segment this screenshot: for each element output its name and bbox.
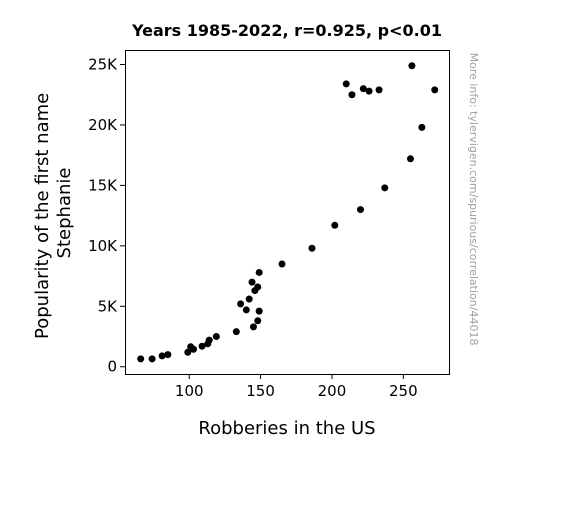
x-tick-label: 250	[389, 382, 418, 400]
scatter-point	[418, 123, 426, 131]
scatter-point	[408, 62, 416, 70]
scatter-point	[249, 323, 257, 331]
scatter-point	[431, 86, 439, 94]
scatter-point	[198, 342, 206, 350]
scatter-point	[212, 333, 220, 341]
y-tick-label: 5K	[98, 297, 119, 315]
scatter-point	[205, 336, 213, 344]
y-tick-label: 10K	[88, 237, 118, 255]
scatter-point	[164, 351, 172, 359]
y-axis-label: Popularity of the first name Stephanie	[32, 87, 75, 339]
scatter-point	[365, 87, 373, 95]
scatter-point	[342, 80, 350, 88]
scatter-point	[406, 155, 414, 163]
scatter-point	[331, 221, 339, 229]
scatter-point	[237, 300, 245, 308]
axis-ticks: 100 150 200 250 0 5K 10K 15K 20K 25K	[88, 56, 418, 400]
x-tick-label: 200	[318, 382, 347, 400]
y-axis-label-line-1: Popularity of the first name	[32, 93, 53, 339]
scatter-point	[158, 352, 166, 360]
x-tick-label: 100	[175, 382, 204, 400]
plot-area-frame	[125, 50, 450, 375]
watermark-text: More info: tylervigen.com/spurious/corre…	[467, 53, 480, 346]
scatter-point	[255, 268, 263, 276]
scatter-point	[190, 345, 198, 353]
scatter-point	[245, 295, 253, 303]
y-tick-label: 25K	[88, 56, 118, 74]
scatter-point	[242, 306, 250, 314]
y-tick-label: 0	[107, 358, 117, 376]
scatter-point	[148, 355, 156, 363]
scatter-point	[348, 91, 356, 99]
x-tick-label: 150	[246, 382, 275, 400]
scatter-point	[255, 307, 263, 315]
scatter-point	[254, 283, 262, 291]
y-axis-label-line-2: Stephanie	[54, 168, 75, 259]
scatter-point	[137, 355, 145, 363]
scatter-point	[248, 278, 256, 286]
y-tick-label: 20K	[88, 116, 118, 134]
scatter-point	[359, 85, 367, 93]
x-axis-label: Robberies in the US	[198, 418, 375, 439]
scatter-point	[381, 184, 389, 192]
scatter-point	[375, 86, 383, 94]
scatter-point	[254, 317, 262, 325]
scatter-point	[184, 348, 192, 356]
chart-title: Years 1985-2022, r=0.925, p<0.01	[131, 21, 442, 40]
scatter-point	[308, 244, 316, 252]
data-points	[137, 62, 439, 363]
y-tick-label: 15K	[88, 176, 118, 194]
scatter-point	[278, 260, 286, 268]
scatter-point	[232, 328, 240, 336]
scatter-point	[357, 206, 365, 214]
